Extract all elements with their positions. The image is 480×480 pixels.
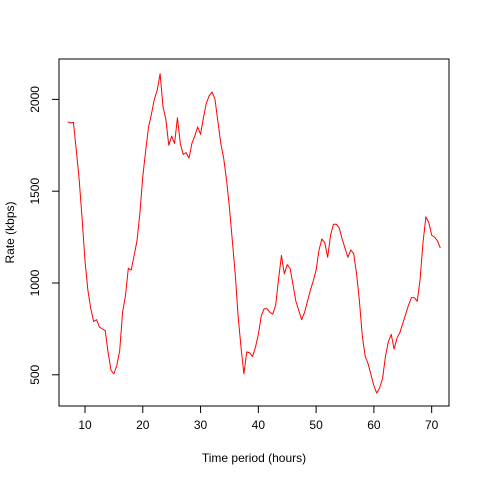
x-tick-label: 70 (425, 418, 439, 432)
series-line (67, 73, 441, 394)
y-tick-label: 2000 (28, 86, 42, 113)
x-tick-label: 50 (309, 418, 323, 432)
y-axis-title: Rate (kbps) (3, 201, 17, 263)
y-axis: 500 1000 1500 2000 (28, 86, 60, 385)
x-tick-label: 40 (252, 418, 266, 432)
y-tick-label: 1500 (28, 178, 42, 205)
y-tick-label: 500 (28, 364, 42, 384)
x-tick-label: 30 (194, 418, 208, 432)
x-tick-label: 10 (78, 418, 92, 432)
x-axis: 10 20 30 40 50 60 70 (78, 405, 439, 432)
x-axis-title: Time period (hours) (202, 451, 306, 465)
series-layer (67, 73, 441, 394)
x-tick-label: 60 (367, 418, 381, 432)
x-tick-label: 20 (136, 418, 150, 432)
y-tick-label: 1000 (28, 269, 42, 296)
